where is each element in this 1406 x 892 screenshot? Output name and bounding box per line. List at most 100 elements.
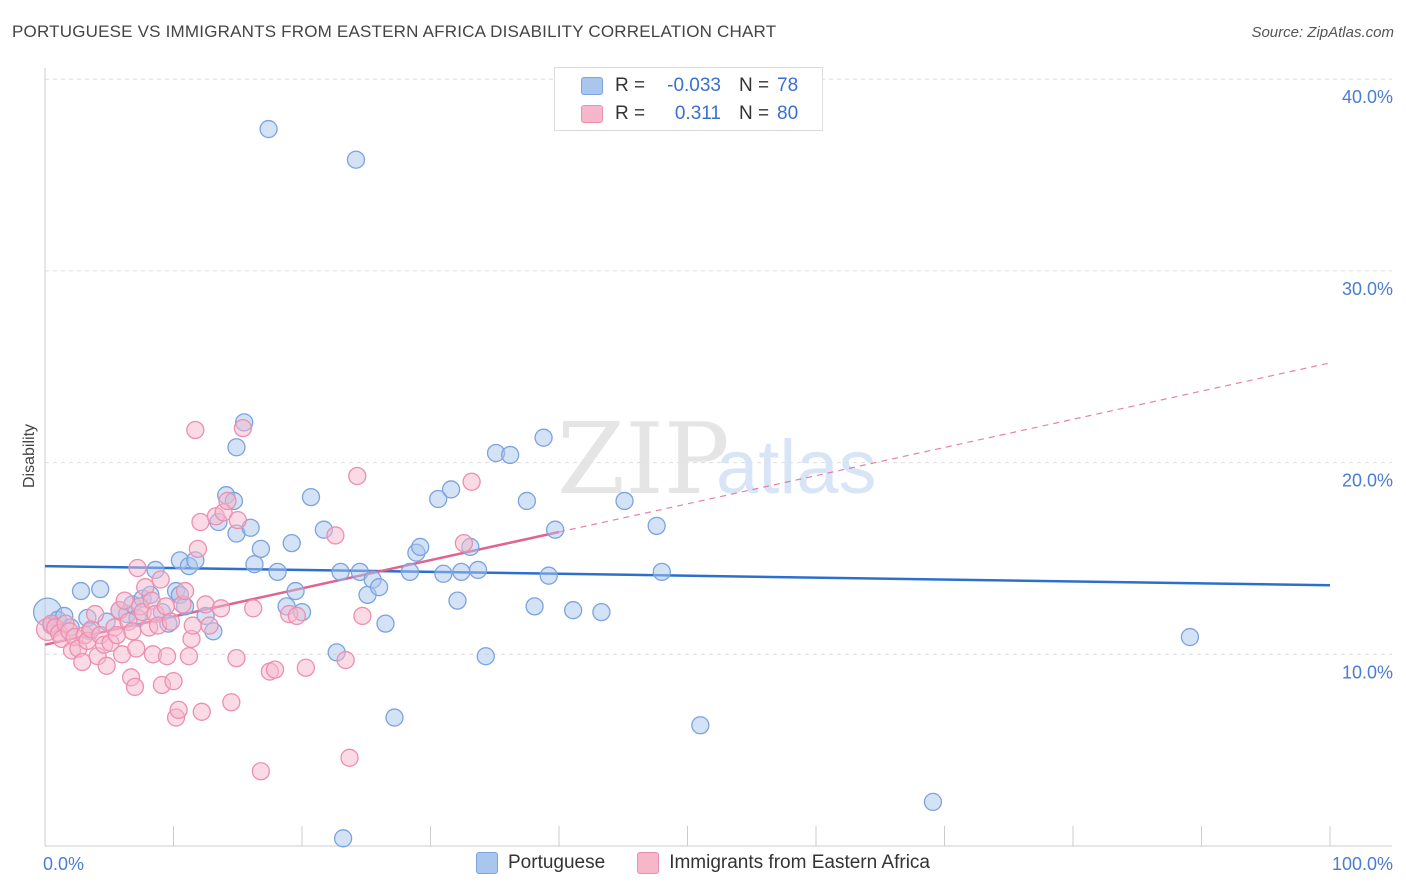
data-point-eastern-africa [353,606,372,626]
data-point-portuguese [259,119,278,139]
y-tick-label: 10.0% [1342,662,1393,682]
data-point-eastern-africa [251,762,271,781]
data-point-portuguese [545,520,565,539]
data-point-portuguese [441,480,461,499]
data-point-portuguese [376,614,395,633]
data-point-eastern-africa [151,570,170,589]
legend-row-portuguese: R = -0.033 N = 78 [581,74,798,98]
x-tick-label: 0.0% [43,854,84,874]
data-point-eastern-africa [227,648,246,668]
data-point-eastern-africa [164,671,183,691]
data-point-eastern-africa [326,526,345,545]
legend-n-value: 80 [777,103,799,124]
x-tick-label: 100.0% [1332,854,1393,874]
data-point-portuguese [468,560,488,580]
data-point-portuguese [434,564,453,583]
data-point-portuguese [525,597,544,616]
data-point-portuguese [1180,627,1200,647]
data-point-portuguese [91,579,110,599]
series-legend: Portuguese Immigrants from Eastern Afric… [0,852,1406,874]
legend-n-label: N = [739,75,770,96]
chart-title: PORTUGUESE VS IMMIGRANTS FROM EASTERN AF… [12,22,777,41]
data-point-eastern-africa [127,639,146,658]
data-point-portuguese [282,533,301,553]
data-point-eastern-africa [175,581,195,601]
data-point-eastern-africa [462,472,481,491]
data-point-eastern-africa [211,599,231,618]
legend-row-eastern-africa: R = 0.311 N = 80 [581,102,798,126]
tick-labels: 10.0% 20.0% 30.0% 40.0% 0.0% 100.0% [43,87,1393,874]
legend-item-eastern-africa[interactable]: Immigrants from Eastern Africa [637,852,930,874]
series-eastern-africa [35,418,481,781]
data-point-eastern-africa [287,606,307,626]
data-point-portuguese [411,537,430,557]
watermark-atlas: atlas [716,425,877,510]
legend-swatch-blue [476,852,498,874]
data-point-eastern-africa [128,558,147,578]
data-point-eastern-africa [123,622,142,641]
legend-r-value: -0.033 [667,75,721,96]
data-point-portuguese [346,150,366,169]
data-point-portuguese [400,562,420,582]
grid-lines [45,78,1392,655]
data-point-eastern-africa [125,677,145,697]
data-point-eastern-africa [183,616,202,635]
data-point-portuguese [923,792,943,812]
data-point-portuguese [71,581,91,601]
data-point-eastern-africa [200,616,219,635]
data-point-portuguese [452,562,471,582]
data-point-portuguese [652,562,671,582]
data-point-eastern-africa [244,599,263,618]
data-point-eastern-africa [179,647,199,666]
data-point-eastern-africa [156,597,175,616]
source-credit: Source: ZipAtlas.com [1251,24,1394,41]
data-point-eastern-africa [340,748,359,767]
data-point-portuguese [369,578,389,597]
data-point-portuguese [563,601,583,620]
data-point-portuguese [539,566,558,585]
data-point-portuguese [227,438,246,457]
data-point-eastern-africa [97,656,116,675]
data-point-eastern-africa [161,612,181,631]
trend-line-portuguese [44,564,1331,587]
data-point-portuguese [647,516,666,536]
legend-swatch-pink [637,852,660,874]
axes [44,68,1392,847]
data-point-portuguese [286,581,305,601]
data-point-eastern-africa [186,420,205,440]
data-point-eastern-africa [233,418,253,438]
data-point-portuguese [534,428,553,447]
data-point-eastern-africa [336,650,355,670]
data-point-eastern-africa [265,660,285,679]
legend-n-label: N = [739,103,770,124]
data-point-portuguese [245,555,264,574]
stats-legend: R = -0.033 N = 78 R = 0.311 N = 80 [554,67,823,131]
legend-r-label: R = [615,75,646,96]
data-point-portuguese [517,491,537,511]
data-point-eastern-africa [196,595,215,614]
legend-label: Portuguese [508,852,606,873]
y-tick-label: 40.0% [1342,87,1393,107]
legend-r-value: 0.311 [674,103,721,124]
data-point-portuguese [448,591,467,610]
data-point-eastern-africa [73,652,92,672]
data-point-eastern-africa [169,700,188,720]
data-point-portuguese [385,708,404,727]
data-point-eastern-africa [218,491,237,511]
data-point-portuguese [268,562,287,582]
legend-item-portuguese[interactable]: Portuguese [476,852,605,874]
data-point-portuguese [333,829,353,848]
data-point-eastern-africa [188,539,208,559]
data-point-portuguese [501,445,520,465]
data-point-portuguese [592,602,611,622]
legend-swatch-blue [581,77,603,95]
y-tick-label: 20.0% [1342,471,1393,491]
data-point-eastern-africa [115,591,134,610]
y-tick-label: 30.0% [1342,279,1393,299]
legend-n-value: 78 [777,75,799,96]
data-point-eastern-africa [107,625,127,645]
data-point-portuguese [429,489,448,509]
data-point-eastern-africa [454,533,474,553]
data-point-portuguese [331,562,350,582]
